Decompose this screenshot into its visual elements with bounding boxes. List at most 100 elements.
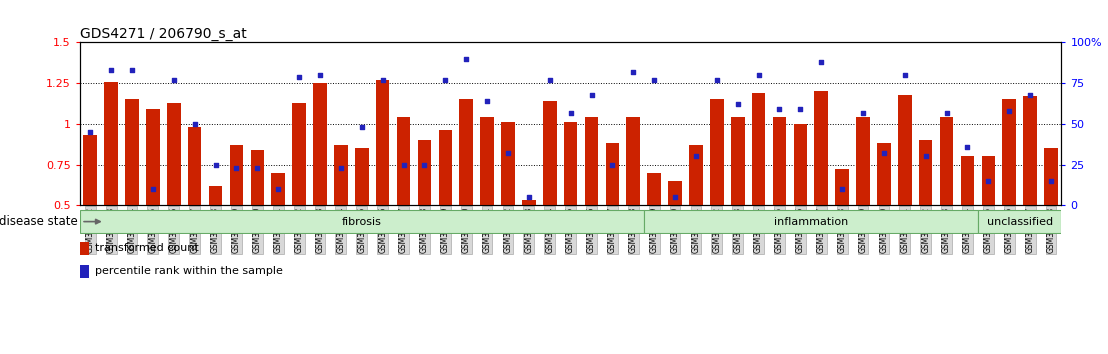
Bar xyxy=(208,186,223,205)
Point xyxy=(708,77,726,83)
Point xyxy=(207,162,225,167)
Bar xyxy=(585,118,598,205)
Bar xyxy=(271,173,285,205)
Bar xyxy=(1024,96,1037,205)
Point xyxy=(791,107,809,112)
Point xyxy=(604,162,622,167)
Point xyxy=(123,67,141,73)
Bar xyxy=(522,200,535,205)
Bar xyxy=(606,143,619,205)
Point xyxy=(269,186,287,192)
Point xyxy=(666,194,684,200)
Bar xyxy=(710,99,724,205)
Bar xyxy=(80,210,644,233)
Point xyxy=(645,77,663,83)
Point xyxy=(1043,178,1060,184)
Point xyxy=(541,77,558,83)
Point xyxy=(394,162,412,167)
Text: disease state: disease state xyxy=(0,215,78,228)
Bar xyxy=(250,150,264,205)
Point xyxy=(958,144,976,149)
Bar xyxy=(978,210,1061,233)
Bar xyxy=(439,130,452,205)
Bar xyxy=(80,264,89,278)
Bar xyxy=(188,127,202,205)
Point xyxy=(248,165,266,171)
Bar xyxy=(167,103,181,205)
Bar xyxy=(314,83,327,205)
Point xyxy=(81,129,99,135)
Point xyxy=(687,154,705,159)
Bar xyxy=(731,118,745,205)
Point xyxy=(499,150,516,156)
Text: percentile rank within the sample: percentile rank within the sample xyxy=(95,267,283,276)
Text: unclassified: unclassified xyxy=(986,217,1053,227)
Bar xyxy=(772,118,787,205)
Point xyxy=(875,150,893,156)
Bar xyxy=(564,122,577,205)
Point xyxy=(227,165,245,171)
Point xyxy=(916,154,934,159)
Point xyxy=(979,178,997,184)
Bar xyxy=(376,80,389,205)
Point xyxy=(373,77,391,83)
Bar xyxy=(752,93,766,205)
Bar xyxy=(355,148,369,205)
Bar xyxy=(543,101,556,205)
Bar xyxy=(878,143,891,205)
Point xyxy=(416,162,433,167)
Point xyxy=(729,102,747,107)
Bar xyxy=(644,210,978,233)
Text: transformed count: transformed count xyxy=(95,244,198,253)
Bar xyxy=(897,95,912,205)
Point xyxy=(437,77,454,83)
Point xyxy=(562,110,579,115)
Bar xyxy=(919,140,933,205)
Point xyxy=(854,110,872,115)
Bar xyxy=(293,103,306,205)
Point xyxy=(165,77,183,83)
Bar xyxy=(835,170,849,205)
Bar xyxy=(689,145,702,205)
Point xyxy=(937,110,955,115)
Point xyxy=(186,121,204,127)
Bar xyxy=(1044,148,1058,205)
Bar xyxy=(856,118,870,205)
Point xyxy=(290,74,308,80)
Bar xyxy=(104,81,117,205)
Point xyxy=(583,92,601,97)
Point xyxy=(458,56,475,62)
Bar xyxy=(397,118,410,205)
Point xyxy=(479,98,496,104)
Point xyxy=(750,72,768,78)
Text: inflammation: inflammation xyxy=(773,217,848,227)
Bar xyxy=(229,145,244,205)
Point xyxy=(896,72,914,78)
Bar xyxy=(668,181,681,205)
Bar xyxy=(982,156,995,205)
Point xyxy=(144,186,162,192)
Bar xyxy=(626,118,640,205)
Text: GDS4271 / 206790_s_at: GDS4271 / 206790_s_at xyxy=(80,28,246,41)
Bar xyxy=(125,99,138,205)
Point xyxy=(332,165,350,171)
Bar xyxy=(501,122,515,205)
Bar xyxy=(480,118,494,205)
Point xyxy=(625,69,643,75)
Point xyxy=(771,107,789,112)
Bar xyxy=(83,135,98,205)
Bar xyxy=(418,140,431,205)
Bar xyxy=(80,241,89,255)
Bar xyxy=(814,91,828,205)
Point xyxy=(1001,108,1018,114)
Bar xyxy=(793,124,807,205)
Point xyxy=(102,67,120,73)
Text: fibrosis: fibrosis xyxy=(341,217,381,227)
Point xyxy=(311,72,329,78)
Bar xyxy=(335,145,348,205)
Bar xyxy=(460,99,473,205)
Point xyxy=(833,186,851,192)
Point xyxy=(520,194,537,200)
Bar xyxy=(961,156,974,205)
Bar xyxy=(940,118,953,205)
